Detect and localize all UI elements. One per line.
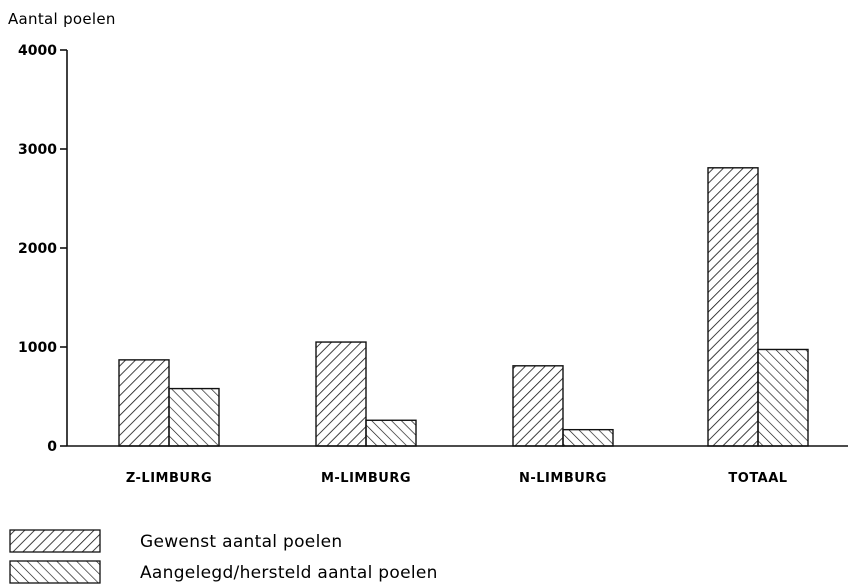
bar-gewenst [315, 341, 367, 447]
bar-gewenst [512, 365, 564, 447]
y-tick-label: 3000 [18, 142, 57, 158]
category-label: Z-LIMBURG [126, 471, 212, 486]
bars [118, 167, 809, 447]
y-tick-label: 0 [47, 439, 57, 455]
legend: Gewenst aantal poelen Aangelegd/hersteld… [9, 529, 438, 584]
bar-aangelegd [365, 419, 417, 447]
bar-gewenst [707, 167, 759, 447]
legend-label-aangelegd: Aangelegd/hersteld aantal poelen [140, 563, 438, 583]
y-tick-label: 1000 [18, 340, 57, 356]
bar-aangelegd [757, 348, 809, 447]
category-label: M-LIMBURG [321, 471, 411, 486]
legend-swatch-gewenst [9, 529, 101, 553]
bar-aangelegd [168, 387, 220, 447]
y-tick-label: 4000 [18, 43, 57, 59]
category-label: TOTAAL [728, 471, 787, 486]
category-labels: Z-LIMBURG M-LIMBURG N-LIMBURG TOTAAL [126, 471, 787, 486]
y-tick-label: 2000 [18, 241, 57, 257]
y-axis-title: Aantal poelen [8, 10, 116, 28]
category-label: N-LIMBURG [519, 471, 607, 486]
legend-swatch-aangelegd [9, 560, 101, 584]
bar-aangelegd [562, 428, 614, 447]
bar-gewenst [118, 359, 170, 447]
legend-label-gewenst: Gewenst aantal poelen [140, 532, 342, 552]
